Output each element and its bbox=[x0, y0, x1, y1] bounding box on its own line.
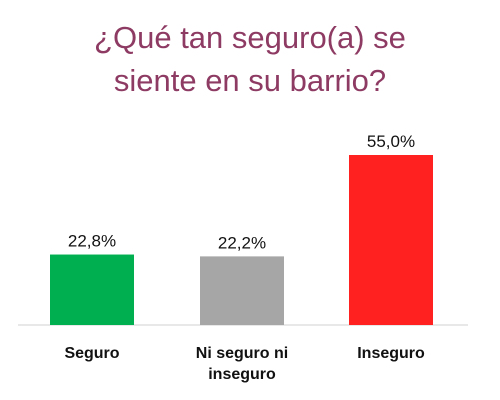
chart-title-line-2: siente en su barrio? bbox=[113, 63, 387, 98]
bar bbox=[50, 254, 134, 325]
category-label: Seguro bbox=[64, 345, 119, 362]
chart-title: ¿Qué tan seguro(a) se siente en su barri… bbox=[0, 16, 500, 102]
bar bbox=[349, 155, 433, 325]
category-label: inseguro bbox=[208, 366, 276, 383]
data-label: 22,8% bbox=[68, 232, 116, 251]
category-label: Ni seguro ni bbox=[196, 345, 288, 362]
data-label: 22,2% bbox=[218, 233, 266, 252]
bar bbox=[200, 256, 284, 325]
data-label: 55,0% bbox=[367, 132, 415, 151]
category-label: Inseguro bbox=[357, 345, 425, 362]
chart-title-line-1: ¿Qué tan seguro(a) se bbox=[94, 20, 406, 55]
